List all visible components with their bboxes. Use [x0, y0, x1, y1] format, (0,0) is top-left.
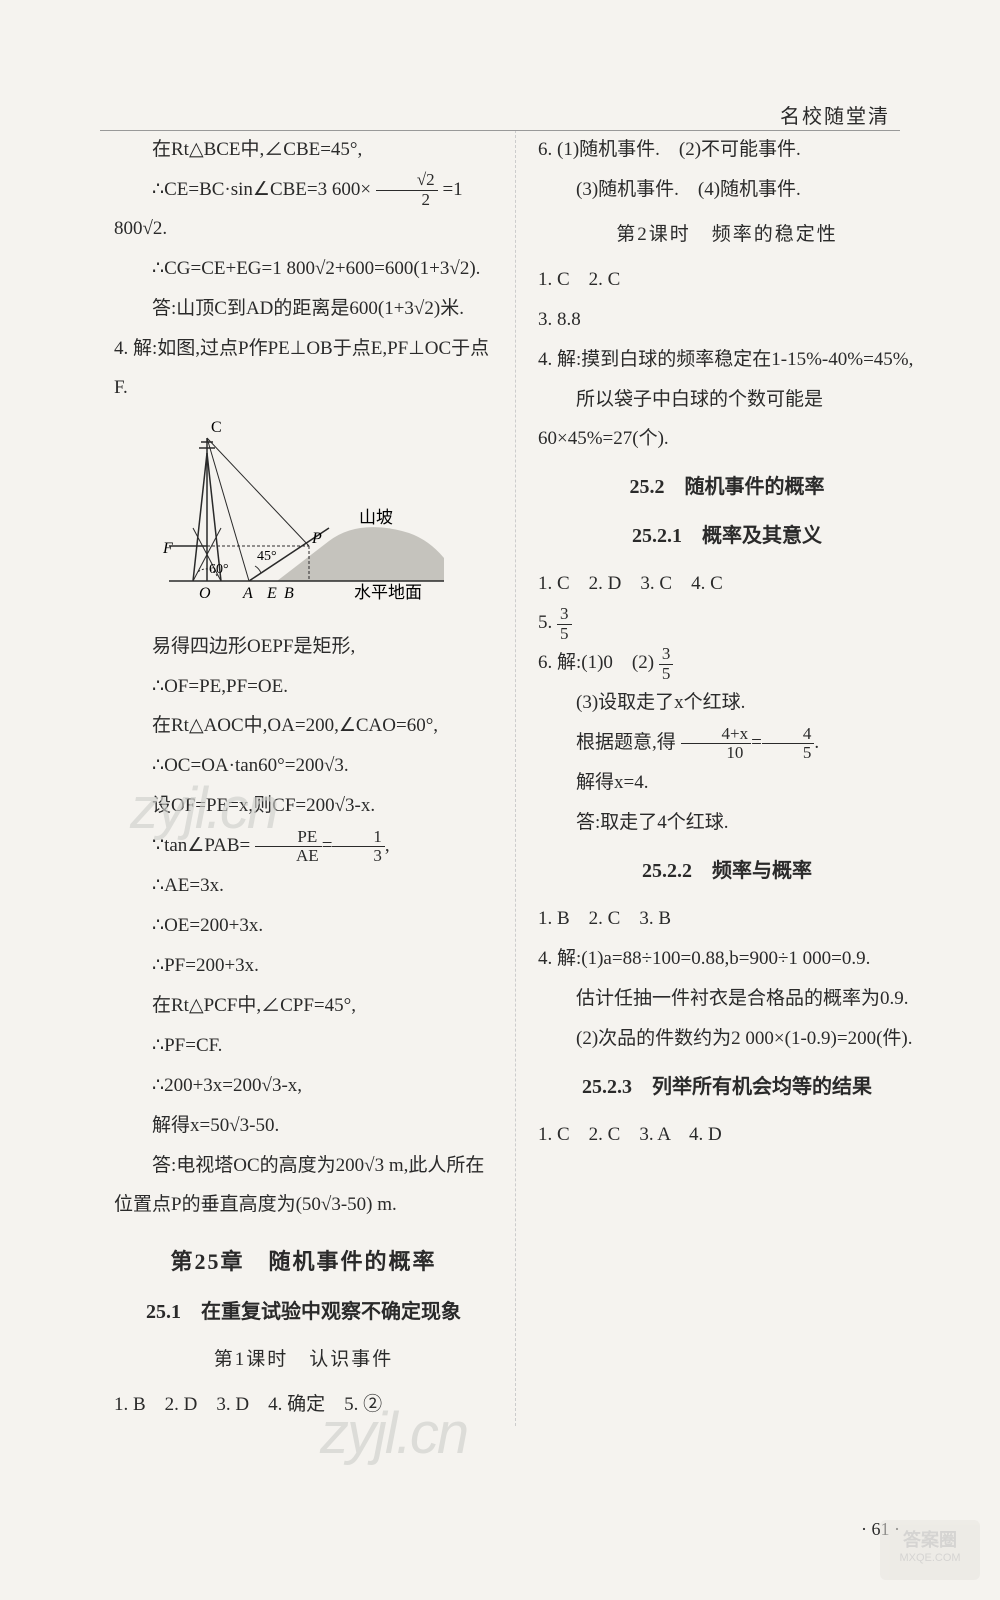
svg-text:F: F — [162, 540, 173, 557]
text: ∴CE=BC·sin∠CBE=3 600× — [152, 179, 371, 200]
line: 4. 解:摸到白球的频率稳定在1-15%-40%=45%, — [538, 341, 916, 380]
line: ∴PF=CF. — [114, 1027, 493, 1066]
line: ∴CG=CE+EG=1 800√2+600=600(1+3√2). — [114, 250, 493, 289]
section-25-2-1-title: 25.2.1 概率及其意义 — [538, 516, 916, 557]
header-right-text: 名校随堂清 — [780, 100, 890, 129]
section-25-1-title: 25.1 在重复试验中观察不确定现象 — [114, 1292, 493, 1333]
svg-text:60°: 60° — [209, 562, 229, 577]
fraction: 35 — [557, 605, 572, 643]
fraction: 35 — [659, 645, 674, 683]
answer-row: 1. B 2. D 3. D 4. 确定 5. ② — [114, 1386, 493, 1425]
line: 设OF=PE=x,则CF=200√3-x. — [114, 787, 493, 826]
line: 答:取走了4个红球. — [538, 804, 916, 843]
answer-row: 3. 8.8 — [538, 301, 916, 340]
answer-row: 1. C 2. C 3. A 4. D — [538, 1116, 916, 1155]
fraction: 45 — [762, 725, 815, 763]
fraction: √22 — [376, 171, 438, 209]
line: 答:山顶C到AD的距离是600(1+3√2)米. — [114, 290, 493, 329]
text: 6. 解:(1)0 (2) — [538, 652, 654, 673]
line: 估计任抽一件衬衣是合格品的概率为0.9. — [538, 980, 916, 1019]
line: 6. (1)随机事件. (2)不可能事件. — [538, 131, 916, 170]
line: 在Rt△BCE中,∠CBE=45°, — [114, 131, 493, 170]
two-column-layout: 在Rt△BCE中,∠CBE=45°, ∴CE=BC·sin∠CBE=3 600×… — [100, 130, 930, 1426]
line: 5. 35 — [538, 604, 916, 643]
answer-row: 1. B 2. C 3. B — [538, 900, 916, 939]
left-column: 在Rt△BCE中,∠CBE=45°, ∴CE=BC·sin∠CBE=3 600×… — [100, 130, 515, 1426]
line: ∴200+3x=200√3-x, — [114, 1067, 493, 1106]
text: 根据题意,得 — [576, 732, 676, 753]
line: ∴AE=3x. — [114, 867, 493, 906]
line: (3)设取走了x个红球. — [538, 684, 916, 723]
line: 4. 解:(1)a=88÷100=0.88,b=900÷1 000=0.9. — [538, 940, 916, 979]
line: 易得四边形OEPF是矩形, — [114, 628, 493, 667]
line: ∴PF=200+3x. — [114, 947, 493, 986]
section-25-2-title: 25.2 随机事件的概率 — [538, 467, 916, 508]
svg-text:B: B — [284, 585, 294, 602]
svg-text:P: P — [311, 530, 322, 547]
lesson-2-title: 第2课时 频率的稳定性 — [538, 216, 916, 255]
answer-row: 1. C 2. C — [538, 261, 916, 300]
site-logo: 答案圈 MXQE.COM — [880, 1520, 980, 1580]
section-25-2-2-title: 25.2.2 频率与概率 — [538, 851, 916, 892]
svg-text:山坡: 山坡 — [359, 508, 393, 527]
line: 解得x=4. — [538, 764, 916, 803]
text: . — [814, 732, 819, 753]
line: (3)随机事件. (4)随机事件. — [538, 171, 916, 210]
svg-text:A: A — [242, 585, 253, 602]
geometry-figure: C F O A E B P 60° 45° 山坡 水平地面 — [159, 418, 449, 618]
fraction: 4+x10 — [681, 725, 752, 763]
label-c: C — [211, 419, 222, 436]
svg-text:E: E — [266, 585, 277, 602]
fraction: PEAE — [255, 828, 322, 866]
line: (2)次品的件数约为2 000×(1-0.9)=200(件). — [538, 1020, 916, 1059]
line: ∴OC=OA·tan60°=200√3. — [114, 747, 493, 786]
line: 根据题意,得 4+x10=45. — [538, 724, 916, 763]
line: 在Rt△AOC中,OA=200,∠CAO=60°, — [114, 707, 493, 746]
section-25-2-3-title: 25.2.3 列举所有机会均等的结果 — [538, 1067, 916, 1108]
text: 5. — [538, 612, 557, 633]
line: ∵tan∠PAB= PEAE=13, — [114, 827, 493, 866]
text: , — [385, 835, 390, 856]
answer-row: 1. C 2. D 3. C 4. C — [538, 565, 916, 604]
line: 解得x=50√3-50. — [114, 1107, 493, 1146]
svg-text:O: O — [199, 585, 211, 602]
line: 所以袋子中白球的个数可能是60×45%=27(个). — [538, 381, 916, 459]
line: 在Rt△PCF中,∠CPF=45°, — [114, 987, 493, 1026]
logo-line2: MXQE.COM — [880, 1552, 980, 1564]
fraction: 13 — [332, 828, 385, 866]
header-rule — [100, 130, 900, 131]
line: 4. 解:如图,过点P作PE⊥OB于点E,PF⊥OC于点F. — [114, 330, 493, 408]
lesson-1-title: 第1课时 认识事件 — [114, 1341, 493, 1380]
line: ∴OE=200+3x. — [114, 907, 493, 946]
chapter-25-title: 第25章 随机事件的概率 — [114, 1239, 493, 1284]
right-column: 6. (1)随机事件. (2)不可能事件. (3)随机事件. (4)随机事件. … — [515, 130, 930, 1426]
line: 6. 解:(1)0 (2) 35 — [538, 644, 916, 683]
logo-line1: 答案圈 — [880, 1526, 980, 1552]
svg-text:45°: 45° — [257, 549, 277, 564]
line: ∴OF=PE,PF=OE. — [114, 668, 493, 707]
text: ∵tan∠PAB= — [152, 835, 250, 856]
svg-text:水平地面: 水平地面 — [354, 583, 422, 602]
line: ∴CE=BC·sin∠CBE=3 600× √22 =1 800√2. — [114, 171, 493, 249]
line: 答:电视塔OC的高度为200√3 m,此人所在位置点P的垂直高度为(50√3-5… — [114, 1147, 493, 1225]
